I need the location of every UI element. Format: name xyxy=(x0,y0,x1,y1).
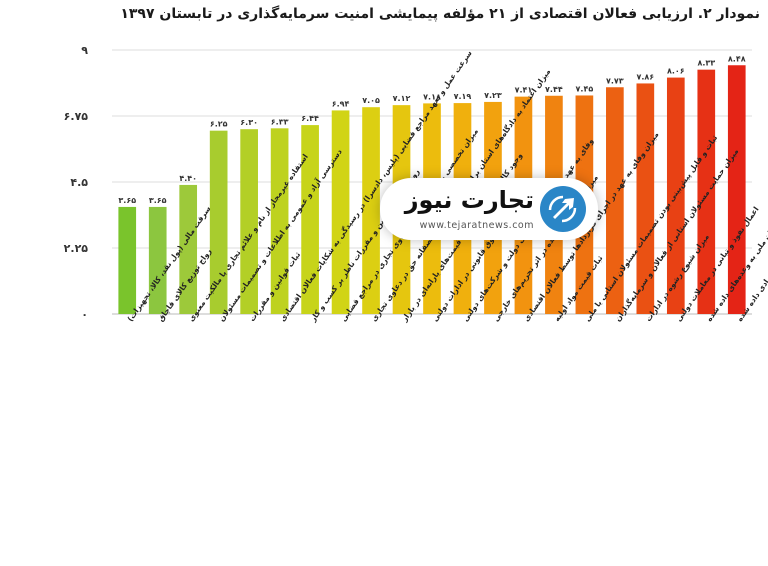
data-label: ۷.۰۵ xyxy=(362,96,380,105)
data-label: ۷.۸۶ xyxy=(636,72,654,81)
data-label: ۳.۶۵ xyxy=(118,196,136,205)
tejaratnews-logo-icon xyxy=(540,186,586,232)
data-label: ۷.۴۱ xyxy=(515,86,533,95)
bar xyxy=(666,77,685,314)
data-label: ۷.۱۲ xyxy=(393,94,411,103)
data-label: ۸.۰۶ xyxy=(667,67,685,76)
bar xyxy=(148,206,167,314)
bar xyxy=(606,87,624,315)
y-tick-label: ۰ xyxy=(81,308,88,321)
bar xyxy=(209,130,228,314)
data-label: ۷.۷۳ xyxy=(606,76,624,85)
data-label: ۴.۴۰ xyxy=(179,174,197,183)
data-label: ۷.۴۵ xyxy=(576,84,594,93)
data-label: ۶.۳۳ xyxy=(271,117,289,126)
data-label: ۶.۲۵ xyxy=(210,120,228,129)
data-label: ۸.۴۸ xyxy=(728,54,746,63)
y-tick-label: ۹ xyxy=(81,44,88,57)
y-tick-label: ۶.۷۵ xyxy=(64,110,89,123)
y-tick-label: ۴.۵ xyxy=(70,176,88,189)
bar xyxy=(636,83,655,314)
y-axis-ticks: ۰ ۲.۲۵ ۴.۵ ۶.۷۵ ۹ xyxy=(64,44,89,321)
data-label: ۶.۴۴ xyxy=(301,114,319,123)
bar xyxy=(270,128,289,314)
data-label: ۷.۱۹ xyxy=(454,92,472,101)
data-label: ۶.۹۴ xyxy=(332,99,350,108)
bar xyxy=(331,110,350,314)
bar xyxy=(179,184,198,314)
data-label: ۷.۲۳ xyxy=(484,91,502,100)
data-labels: ۳.۶۵ ۳.۶۵ ۴.۴۰ ۶.۲۵ ۶.۳۰ ۶.۳۳ ۶.۴۴ ۶.۹۴ ۷.۰۵ ۷.۱۲… xyxy=(118,54,745,205)
chart-title: نمودار ۲. ارزیابی فعالان اقتصادی از ۲۱ م… xyxy=(120,6,760,22)
watermark-url: www.tejaratnews.com xyxy=(419,220,534,231)
data-label: ۳.۶۵ xyxy=(149,196,167,205)
bar xyxy=(118,206,137,314)
bar xyxy=(697,69,716,314)
data-label: ۶.۳۰ xyxy=(240,118,258,127)
y-tick-label: ۲.۲۵ xyxy=(64,242,89,255)
bar xyxy=(301,125,319,315)
watermark-badge: تجارت نیوز www.tejaratnews.com xyxy=(380,178,598,240)
watermark-brand: تجارت نیوز xyxy=(404,186,534,214)
bar xyxy=(362,107,380,314)
data-label: ۸.۳۳ xyxy=(697,59,715,68)
data-label: ۷.۱۸ xyxy=(423,92,441,101)
bar xyxy=(240,129,258,314)
bar xyxy=(727,65,746,315)
data-label: ۷.۴۴ xyxy=(545,85,563,94)
